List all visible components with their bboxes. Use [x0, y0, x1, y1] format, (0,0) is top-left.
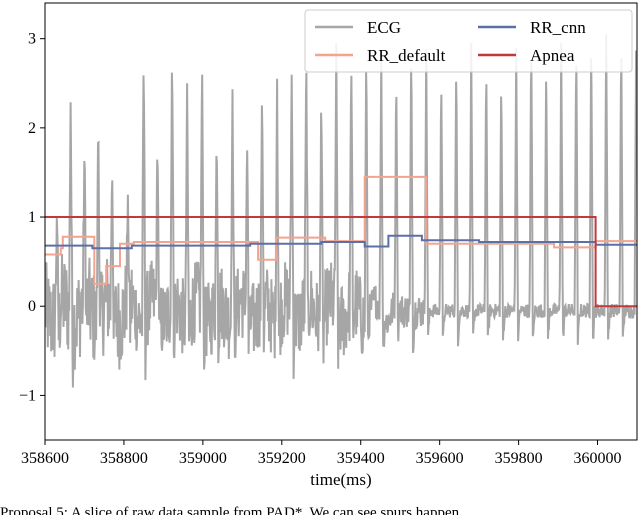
x-tick-label: 360000	[574, 450, 622, 467]
y-tick-label: 0	[28, 298, 36, 315]
rr-default-series-line	[45, 175, 637, 285]
y-tick-label: 3	[28, 31, 36, 48]
y-tick-label: −1	[19, 387, 36, 404]
legend-box	[304, 9, 633, 73]
legend-label: RR_cnn	[530, 18, 586, 37]
y-tick-label: 1	[28, 209, 36, 226]
x-axis-title: time(ms)	[310, 470, 371, 489]
x-tick-label: 359000	[179, 450, 227, 467]
x-tick-label: 359800	[495, 450, 543, 467]
legend-label: RR_default	[367, 46, 446, 65]
figure-caption: Proposal 5: A slice of raw data sample f…	[0, 505, 460, 515]
rr-cnn-series-line	[45, 234, 637, 250]
apnea-series-line	[45, 216, 637, 308]
plot-frame	[44, 2, 638, 441]
x-tick-label: 359600	[416, 450, 464, 467]
plot-area	[45, 34, 637, 388]
legend-label: ECG	[367, 18, 401, 37]
x-tick-label: 358600	[21, 450, 69, 467]
x-tick-label: 358800	[100, 450, 148, 467]
x-tick-label: 359400	[337, 450, 385, 467]
ecg-series-line	[45, 34, 637, 388]
y-tick-label: 2	[28, 120, 36, 137]
x-tick-label: 359200	[258, 450, 306, 467]
legend: ECG RR_default RR_cnn Apnea	[304, 9, 633, 73]
legend-label: Apnea	[530, 46, 575, 65]
chart-area: −1 0 1 2 3 358600 358800 359000 359200 359400 3596…	[19, 2, 638, 489]
